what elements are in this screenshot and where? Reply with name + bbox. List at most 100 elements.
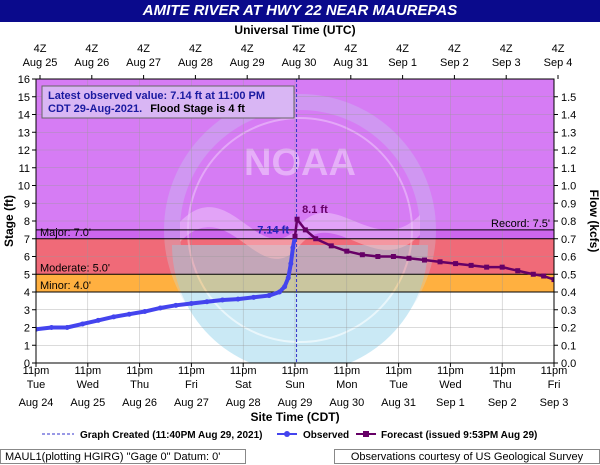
forecast-point <box>359 252 365 258</box>
record-label: Record: 7.5' <box>491 218 550 230</box>
x-tick-day: Mon <box>336 379 357 391</box>
x-tick-time: 11pm <box>23 365 50 377</box>
top-tick-hour: 4Z <box>344 43 357 55</box>
legend-forecast: Forecast (issued 9:53PM Aug 29) <box>381 430 537 441</box>
y2-tick-label: 1.3 <box>561 127 576 139</box>
top-tick-date: Aug 29 <box>230 57 265 69</box>
top-tick-hour: 4Z <box>137 43 150 55</box>
y2-tick-label: 0.0 <box>561 358 576 370</box>
forecast-point <box>484 264 490 270</box>
x-tick-day: Tue <box>389 379 408 391</box>
y2-tick-label: 0.1 <box>561 340 576 352</box>
forecast-point <box>551 277 554 283</box>
top-tick-date: Sep 1 <box>388 57 417 69</box>
forecast-point <box>390 254 396 259</box>
x-tick-time: 11pm <box>489 365 516 377</box>
svg-text:CDT 29-Aug-2021. Flood S: CDT 29-Aug-2021. Flood Stage is 4 ft <box>48 103 245 115</box>
y-tick-label: 9 <box>24 198 30 210</box>
observed-point <box>288 261 294 267</box>
x-tick-day: Fri <box>548 379 561 391</box>
top-tick-date: Sep 4 <box>544 57 573 69</box>
x-tick-day: Sun <box>285 379 305 391</box>
observed-point <box>285 275 291 281</box>
svg-text:NOAA: NOAA <box>244 142 356 184</box>
x-tick-day: Tue <box>27 379 46 391</box>
y-tick-label: 10 <box>18 181 30 193</box>
x-tick-day: Sat <box>235 379 252 391</box>
y-tick-label: 12 <box>18 145 30 157</box>
forecast-point <box>541 273 547 279</box>
y2-tick-label: 0.5 <box>561 269 576 281</box>
y2-tick-label: 1.5 <box>561 92 576 104</box>
bottom-axis-title: Site Time (CDT) <box>250 410 339 424</box>
x-tick-time: 11pm <box>230 365 257 377</box>
top-tick-date: Aug 27 <box>126 57 161 69</box>
legend-observed: Observed <box>303 430 349 441</box>
observed-point <box>142 309 148 315</box>
y2-tick-label: 1.2 <box>561 145 576 157</box>
top-tick-date: Sep 3 <box>492 57 521 69</box>
info-line-1: Latest observed value: 7.14 ft at 11:00 … <box>48 90 265 102</box>
x-tick-time: 11pm <box>333 365 360 377</box>
y-tick-label: 16 <box>18 74 30 86</box>
x-tick-time: 11pm <box>282 365 309 377</box>
x-tick-day: Fri <box>185 379 198 391</box>
y-tick-label: 2 <box>24 323 30 335</box>
y-tick-label: 1 <box>24 340 30 352</box>
observed-point <box>276 289 282 295</box>
legend: Graph Created (11:40PM Aug 29, 2021) Obs… <box>42 430 537 441</box>
y2-tick-label: 0.6 <box>561 252 576 264</box>
y-tick-label: 4 <box>24 287 30 299</box>
observed-point <box>80 321 86 327</box>
x-tick-day: Thu <box>130 379 149 391</box>
observed-point <box>204 299 210 305</box>
observed-point <box>95 317 101 323</box>
x-tick-time: 11pm <box>74 365 101 377</box>
hydrograph-chart: Universal Time (UTC) 4Z Aug 25 4Z Aug 26 4Z A… <box>2 23 600 441</box>
observed-point <box>251 294 257 300</box>
top-tick-date: Aug 30 <box>282 57 317 69</box>
y-tick-label: 3 <box>24 305 30 317</box>
observed-value-label: 7.14 ft <box>257 224 289 236</box>
y2-tick-label: 0.4 <box>561 287 576 299</box>
forecast-point <box>422 257 427 263</box>
y-tick-label: 13 <box>18 127 30 139</box>
category-label-minor: Minor: 4.0' <box>40 280 91 292</box>
info-line-2b: Flood Stage is 4 ft <box>150 103 245 115</box>
observed-point <box>235 296 241 302</box>
category-label-moderate: Moderate: 5.0' <box>40 262 110 274</box>
y2-tick-label: 1.4 <box>561 110 576 122</box>
info-line-2a: CDT 29-Aug-2021. <box>48 103 142 115</box>
top-axis-ticks: 4Z Aug 25 4Z Aug 26 4Z Aug 27 4Z Aug 28 4Z Aug 29… <box>23 43 573 79</box>
x-tick-time: 11pm <box>541 365 568 377</box>
observed-point <box>64 325 70 330</box>
observed-point <box>157 305 163 311</box>
top-tick-hour: 4Z <box>189 43 202 55</box>
y2-tick-label: 0.8 <box>561 216 576 228</box>
forecast-point <box>406 255 412 261</box>
legend-graph-created: Graph Created (11:40PM Aug 29, 2021) <box>80 430 262 441</box>
y2-tick-label: 0.2 <box>561 323 576 335</box>
forecast-point <box>499 264 505 270</box>
forecast-point <box>437 259 443 265</box>
top-tick-hour: 4Z <box>34 43 47 55</box>
x-tick-day: Wed <box>77 379 99 391</box>
x-tick-date: Aug 29 <box>278 397 313 409</box>
x-tick-time: 11pm <box>437 365 464 377</box>
y-tick-label: 14 <box>18 110 30 122</box>
forecast-point <box>515 268 521 274</box>
observed-point <box>49 325 55 330</box>
y-tick-label: 8 <box>24 216 30 228</box>
observed-point <box>173 302 179 308</box>
y-tick-label: 5 <box>24 269 30 281</box>
bottom-axis-ticks: 11pm Tue Aug 24 11pm Wed Aug 25 11pm Thu Aug 26 1… <box>19 363 568 409</box>
series-forecast-line <box>293 217 554 281</box>
y2-tick-label: 0.7 <box>561 234 576 246</box>
x-tick-date: Aug 26 <box>122 397 157 409</box>
forecast-point <box>375 254 381 259</box>
footer-datum-info: MAUL1(plotting HGIRG) "Gage 0" Datum: 0' <box>0 449 246 464</box>
top-tick-date: Sep 2 <box>440 57 469 69</box>
forecast-point <box>292 233 298 239</box>
y2-tick-label: 1.1 <box>561 163 576 175</box>
